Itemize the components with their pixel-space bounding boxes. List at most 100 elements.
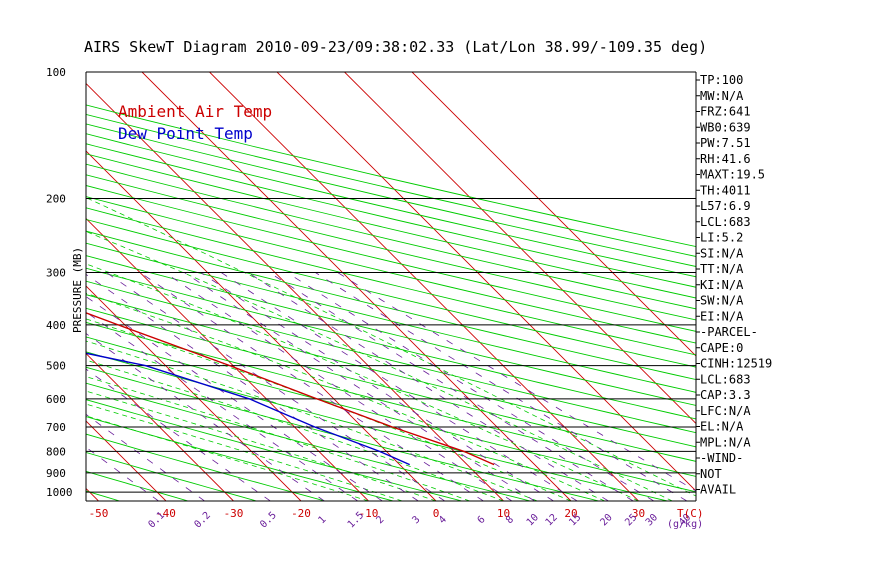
bottom-temp-tick-label: 0 bbox=[433, 507, 440, 520]
dry-adiabat-line bbox=[86, 336, 696, 493]
pressure-tick-label: 100 bbox=[46, 66, 66, 79]
dry-adiabat-line bbox=[86, 366, 599, 501]
stat-item: EL:N/A bbox=[700, 420, 744, 434]
chart-title: AIRS SkewT Diagram 2010-09-23/09:38:02.3… bbox=[84, 38, 707, 56]
mixing-ratio-tick-label: 2 bbox=[375, 514, 387, 526]
mixing-ratio-tick-label: 8 bbox=[504, 514, 516, 526]
isotherm-line bbox=[0, 72, 31, 501]
mixing-ratio-line bbox=[105, 272, 445, 501]
mixing-ratio-tick-label: 1 bbox=[317, 514, 329, 526]
stat-item: TP:100 bbox=[700, 73, 743, 87]
dry-adiabat-line bbox=[86, 382, 531, 501]
moist-adiabat-line bbox=[87, 198, 696, 497]
legend-ambient-air-temp: Ambient Air Temp bbox=[118, 102, 272, 121]
stat-item: CAPE:0 bbox=[700, 341, 743, 355]
dry-adiabat-line bbox=[86, 133, 696, 278]
mixing-ratio-line bbox=[286, 272, 655, 501]
stat-item: TT:N/A bbox=[700, 262, 744, 276]
moist-adiabat-line bbox=[86, 263, 639, 501]
stat-item: MW:N/A bbox=[700, 89, 744, 103]
dry-adiabat-line bbox=[86, 104, 696, 248]
stat-item: LCL:683 bbox=[700, 372, 751, 386]
stat-item: L57:6.9 bbox=[700, 199, 751, 213]
x-axis-unit-label: T(C) bbox=[677, 507, 704, 520]
stat-item: LI:5.2 bbox=[700, 231, 743, 245]
dry-adiabat-line bbox=[86, 307, 696, 462]
bottom-temp-tick-label: -20 bbox=[291, 507, 311, 520]
stat-item: EI:N/A bbox=[700, 309, 744, 323]
mixing-ratio-tick-label: 12 bbox=[544, 512, 560, 528]
mixing-ratio-line bbox=[200, 272, 554, 501]
dry-adiabat-line bbox=[86, 185, 696, 332]
dry-adiabat-line bbox=[86, 153, 696, 299]
isotherm-line bbox=[209, 72, 639, 501]
axes bbox=[85, 71, 697, 502]
dry-adiabat-line bbox=[86, 123, 696, 267]
stat-item: -PARCEL- bbox=[700, 325, 758, 339]
isotherm-line bbox=[411, 72, 696, 357]
isotherm-line bbox=[276, 72, 696, 492]
dry-adiabat-line bbox=[86, 255, 696, 406]
pressure-tick-label: 600 bbox=[46, 393, 66, 406]
grid-lines bbox=[0, 72, 696, 501]
mixing-ratio-line bbox=[164, 272, 513, 501]
mixing-ratio-line bbox=[139, 272, 484, 501]
stat-item: FRZ:641 bbox=[700, 105, 751, 119]
isotherm-line bbox=[86, 352, 234, 501]
dry-adiabat-line bbox=[86, 196, 696, 344]
pressure-tick-label: 400 bbox=[46, 319, 66, 332]
dry-adiabat-line bbox=[86, 433, 326, 501]
mixing-ratio-tick-label: 10 bbox=[525, 512, 541, 528]
mixing-ratio-unit-label: (g/kg) bbox=[667, 519, 703, 530]
mixing-ratio-line bbox=[86, 273, 419, 501]
dry-adiabat-line bbox=[86, 242, 696, 393]
bottom-temp-tick-label: -40 bbox=[156, 507, 176, 520]
mixing-ratio-tick-label: 0.2 bbox=[192, 510, 213, 531]
stat-item: WB0:639 bbox=[700, 120, 751, 134]
moist-adiabat-line bbox=[86, 230, 673, 501]
moist-adiabat-line bbox=[86, 359, 504, 501]
legend-dew-point-temp: Dew Point Temp bbox=[118, 124, 253, 143]
mixing-ratio-line bbox=[220, 272, 578, 501]
dry-adiabat-line bbox=[86, 174, 696, 321]
bottom-temp-tick-label: 10 bbox=[497, 507, 510, 520]
dry-adiabat-line bbox=[86, 218, 696, 368]
dry-adiabat-line bbox=[86, 321, 696, 477]
dry-adiabat-line bbox=[0, 72, 51, 501]
dry-adiabat-line bbox=[86, 351, 668, 501]
stat-item: LCL:683 bbox=[700, 215, 751, 229]
stat-item: NOT bbox=[700, 467, 722, 481]
stat-item: LFC:N/A bbox=[700, 404, 751, 418]
mixing-ratio-tick-label: 6 bbox=[476, 514, 488, 526]
pressure-tick-label: 700 bbox=[46, 421, 66, 434]
bottom-temp-tick-label: -50 bbox=[89, 507, 109, 520]
moist-adiabat-line bbox=[86, 376, 470, 501]
dry-adiabat-line bbox=[86, 230, 696, 381]
pressure-tick-label: 200 bbox=[46, 192, 66, 205]
stat-item: AVAIL bbox=[700, 483, 736, 497]
isotherm-line bbox=[86, 82, 504, 501]
dry-adiabat-line bbox=[86, 114, 696, 257]
series-lines bbox=[86, 312, 495, 466]
dry-adiabat-line bbox=[86, 163, 696, 310]
stat-item: RH:41.6 bbox=[700, 152, 751, 166]
mixing-ratio-line bbox=[86, 446, 159, 501]
bottom-temp-tick-label: -30 bbox=[224, 507, 244, 520]
stat-item: CAP:3.3 bbox=[700, 388, 751, 402]
moist-adiabat-line bbox=[86, 390, 437, 501]
pressure-tick-label: 800 bbox=[46, 445, 66, 458]
stat-item: SI:N/A bbox=[700, 246, 744, 260]
isotherm-line bbox=[86, 420, 167, 501]
dry-adiabat-line bbox=[86, 143, 696, 288]
tick-labels: 1002003004005006007008009001000-120-110-… bbox=[46, 66, 693, 531]
mixing-ratio-line bbox=[184, 272, 535, 501]
dew-point-temp-line bbox=[86, 352, 410, 466]
bottom-temp-tick-label: 30 bbox=[632, 507, 645, 520]
isotherm-line bbox=[344, 72, 696, 425]
dry-adiabat-line bbox=[86, 451, 257, 501]
isotherm-line bbox=[86, 150, 437, 501]
pressure-tick-label: 500 bbox=[46, 360, 66, 373]
pressure-tick-label: 1000 bbox=[46, 486, 73, 499]
